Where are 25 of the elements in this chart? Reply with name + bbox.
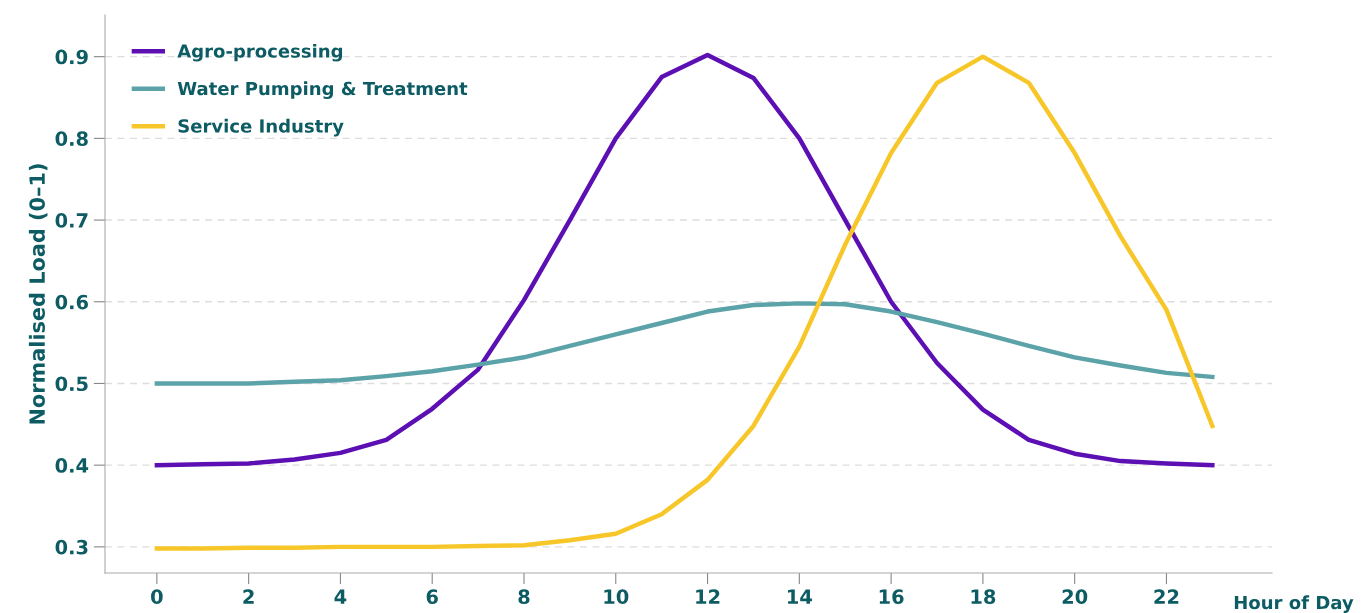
y-tick-label: 0.4 [55,458,89,473]
line-series [154,301,1215,386]
x-tick-label: 22 [1154,589,1179,604]
x-tick-label: 20 [1062,589,1088,605]
y-tick-label: 0.5 [55,376,88,392]
x-tick-label: 12 [696,589,720,604]
x-tick-label: 16 [879,589,904,605]
x-tick-label: 14 [787,589,812,604]
x-tick-label: 8 [518,589,530,605]
y-tick-label: 0.6 [55,294,88,310]
x-tick-label: 6 [426,589,438,605]
legend-label: Service Industry [178,118,344,137]
y-axis-title: Normalised Load (0–1) [28,164,48,424]
y-tick-label: 0.8 [55,131,88,147]
legend-label: Agro-processing [177,43,343,62]
x-tick-label: 4 [334,589,347,604]
y-tick-label: 0.9 [55,49,88,65]
x-tick-label: 2 [243,589,254,604]
legend-label: Water Pumping & Treatment [177,81,468,99]
x-axis-title: Hour of Day [1234,595,1354,613]
y-tick-label: 0.3 [55,539,88,555]
x-tick-label: 18 [971,589,996,605]
x-tick-label: 0 [151,589,163,605]
y-tick-label: 0.7 [55,213,88,228]
x-tick-label: 10 [604,589,629,605]
